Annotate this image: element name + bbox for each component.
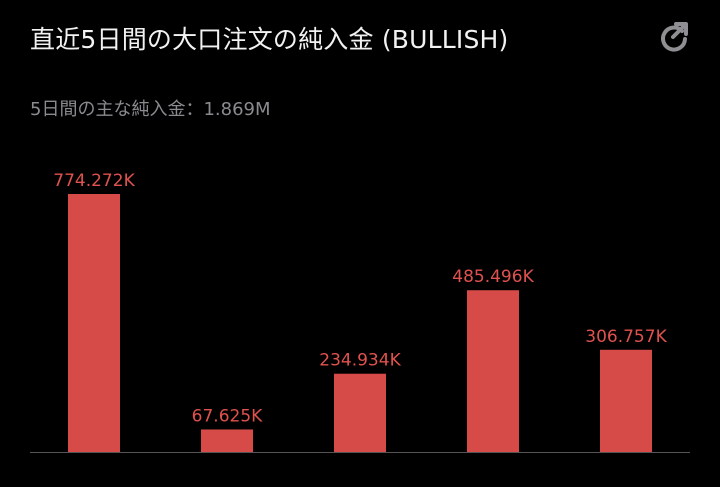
bar-value-label-1: 774.272K xyxy=(53,171,135,191)
bar-value-label-2: 67.625K xyxy=(192,406,263,426)
chart-title: 直近5日間の大口注文の純入金 (BULLISH) xyxy=(30,25,509,54)
bar-2[interactable] xyxy=(201,429,253,452)
summary-text: 5日間の主な純入金：1.869M xyxy=(30,99,271,120)
bar-5[interactable] xyxy=(600,349,652,452)
bar-value-label-3: 234.934K xyxy=(319,351,401,371)
bar-3[interactable] xyxy=(334,373,386,452)
bar-1[interactable] xyxy=(68,194,120,452)
bar-4[interactable] xyxy=(467,290,519,452)
bar-value-label-4: 485.496K xyxy=(452,267,534,287)
share-button[interactable] xyxy=(652,16,696,56)
share-icon xyxy=(661,22,688,52)
bar-value-label-5: 306.757K xyxy=(585,327,667,347)
